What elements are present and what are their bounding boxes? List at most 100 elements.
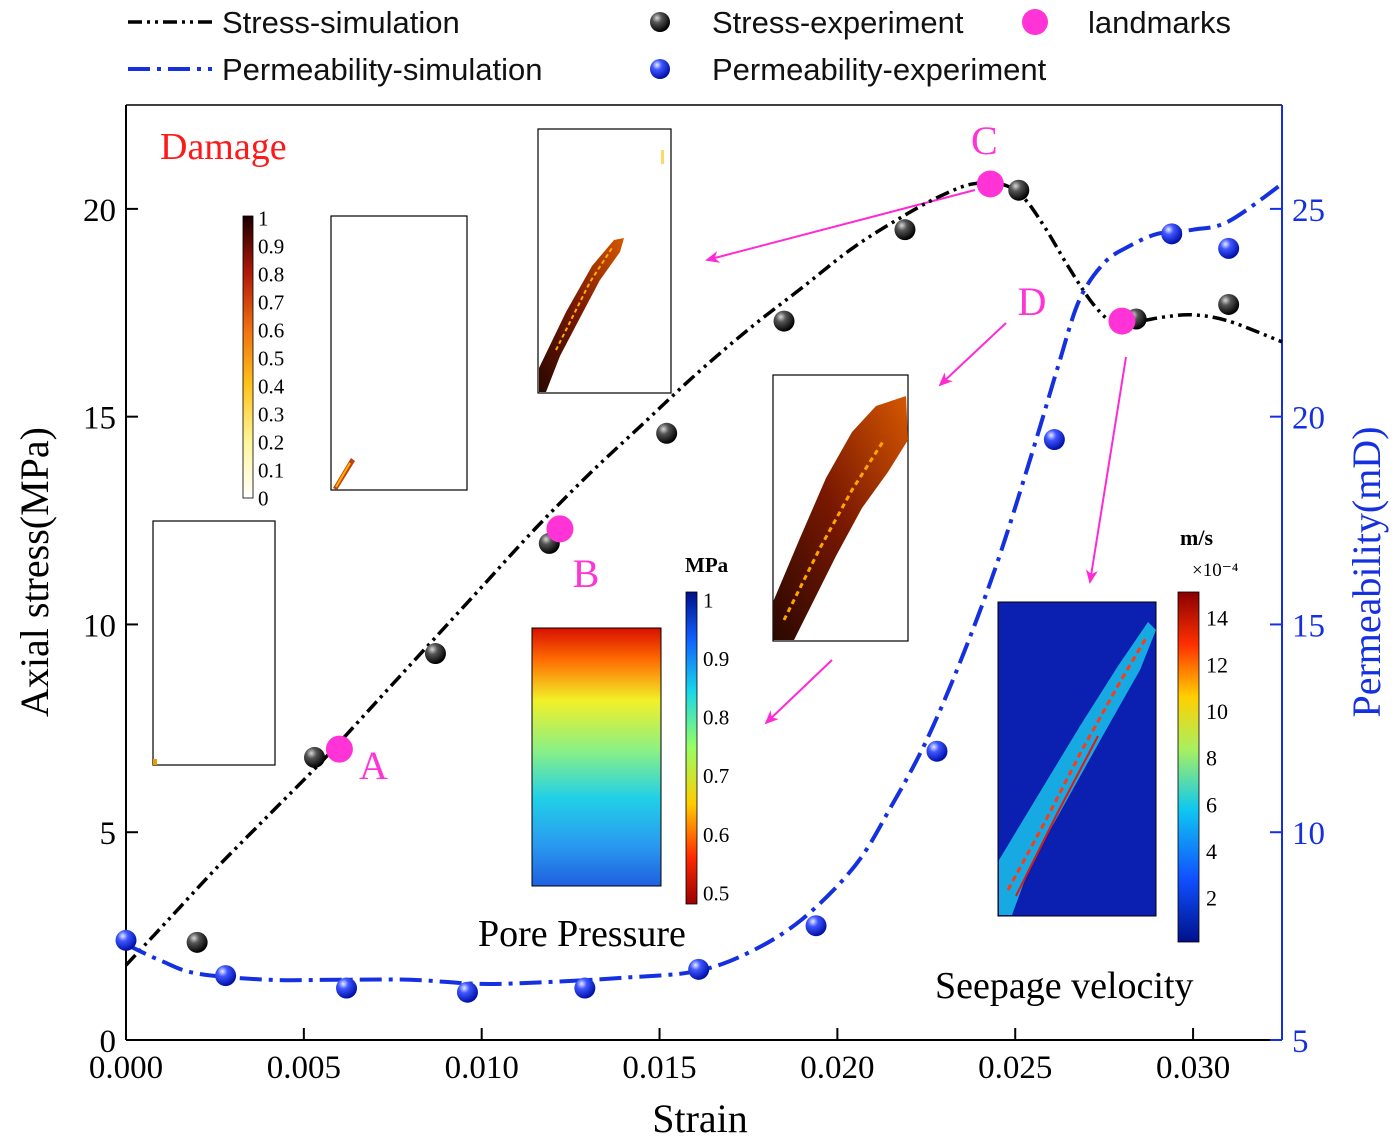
velocity-scale-label: 8: [1206, 746, 1217, 771]
velocity-scale-label: 6: [1206, 792, 1217, 817]
pressure-scale-label: 0.9: [703, 647, 729, 671]
damage-scale-label: 0.3: [258, 402, 284, 426]
x-tick-label: 0.020: [800, 1050, 874, 1086]
stress-experiment-point: [304, 746, 326, 768]
permeability-experiment-point: [926, 740, 948, 762]
y-tick-label: 5: [100, 816, 117, 852]
arrow-to-seepage: [1085, 356, 1127, 584]
legend-stress-exp-label: Stress-experiment: [712, 5, 964, 40]
permeability-experiment-point: [805, 915, 827, 937]
permeability-experiment-point: [574, 977, 596, 999]
damage-scale-label: 0: [258, 486, 269, 510]
legend-landmarks-label: landmarks: [1088, 5, 1231, 40]
permeability-experiment-point: [1161, 223, 1183, 245]
pressure-scale-label: 0.5: [703, 881, 729, 905]
inset-damage-d: [772, 374, 909, 642]
velocity-scale-label: 4: [1206, 839, 1217, 864]
landmark-point: [325, 735, 353, 763]
landmark-label: B: [573, 551, 600, 596]
landmark-point: [1108, 307, 1136, 335]
pressure-scale-label: 0.7: [703, 764, 729, 788]
x-tick-label: 0.030: [1156, 1050, 1230, 1086]
y2-axis-label: Permeability(mD): [1344, 426, 1389, 717]
arrow-d-to-inset: [938, 322, 1007, 387]
x-tick-label: 0.015: [622, 1050, 696, 1086]
damage-scale-label: 1: [258, 206, 269, 230]
seepage-velocity-inset: [997, 591, 1200, 943]
pore-pressure-title: Pore Pressure: [478, 913, 686, 955]
seepage-velocity-unit: m/s: [1180, 525, 1213, 550]
landmark-point: [546, 515, 574, 543]
y-axis-label: Axial stress(MPa): [12, 427, 57, 717]
legend-perm-sim-label: Permeability-simulation: [222, 52, 542, 87]
seepage-velocity-title: Seepage velocity: [935, 965, 1194, 1007]
damage-scale-labels: 1 0.9 0.8 0.7 0.6 0.5 0.4 0.3 0.2 0.1 0: [258, 206, 285, 510]
damage-scale-label: 0.6: [258, 318, 284, 342]
pore-pressure-scale-labels: 1 0.9 0.8 0.7 0.6 0.5: [703, 588, 729, 905]
damage-scale-label: 0.4: [258, 374, 285, 398]
permeability-simulation-line: [125, 182, 1284, 986]
permeability-experiment-point: [336, 977, 358, 999]
seepage-velocity-scale-labels: 14 12 10 8 6 4 2: [1206, 606, 1228, 911]
damage-title: Damage: [160, 126, 287, 168]
y2-tick-label: 25: [1292, 193, 1325, 229]
velocity-scale-label: 14: [1206, 606, 1228, 631]
velocity-scale-label: 2: [1206, 886, 1217, 911]
y2-tick-label: 15: [1292, 608, 1325, 644]
y-axis-ticks: 0 5 10 15 20: [83, 193, 138, 1060]
landmark-label: D: [1017, 279, 1046, 324]
stress-experiment-point: [773, 310, 795, 332]
y2-axis-ticks: 5 10 15 20 25: [1270, 193, 1325, 1060]
y-tick-label: 0: [100, 1024, 117, 1060]
permeability-experiment-point: [115, 929, 137, 951]
y-tick-label: 20: [83, 193, 116, 229]
landmark-point: [976, 170, 1004, 198]
seepage-velocity-exponent: ×10⁻⁴: [1192, 560, 1239, 581]
damage-scale-label: 0.8: [258, 262, 284, 286]
inset-damage-a: [152, 520, 276, 766]
legend-landmarks-marker: [1022, 9, 1048, 35]
damage-scale-label: 0.2: [258, 430, 284, 454]
arrow-c-to-inset: [705, 189, 976, 263]
permeability-experiment-point: [1043, 429, 1065, 451]
x-tick-label: 0.010: [445, 1050, 519, 1086]
y2-tick-label: 20: [1292, 401, 1325, 437]
pore-pressure-inset: [531, 591, 698, 905]
inset-damage-b: [330, 215, 468, 491]
y2-tick-label: 10: [1292, 816, 1325, 852]
stress-experiment-point: [656, 422, 678, 444]
x-tick-label: 0.025: [978, 1050, 1052, 1086]
y-tick-label: 15: [83, 401, 116, 437]
damage-scale-label: 0.7: [258, 290, 284, 314]
pressure-scale-label: 0.6: [703, 823, 729, 847]
x-axis-ticks: 0.000 0.005 0.010 0.015 0.020 0.025 0.030: [89, 1028, 1230, 1086]
permeability-experiment-point: [456, 981, 478, 1003]
y2-tick-label: 5: [1292, 1024, 1309, 1060]
damage-colorbar: [242, 215, 254, 499]
legend-perm-exp-label: Permeability-experiment: [712, 52, 1047, 87]
pressure-scale-label: 1: [703, 588, 714, 612]
stress-experiment-point: [1008, 179, 1030, 201]
legend-stress-exp-marker: [650, 12, 670, 32]
permeability-experiment-point: [215, 965, 237, 987]
legend-perm-exp-marker: [650, 59, 670, 79]
pressure-scale-label: 0.8: [703, 706, 729, 730]
stress-experiment-point: [894, 219, 916, 241]
legend-stress-sim-label: Stress-simulation: [222, 5, 460, 40]
stress-experiment-point: [424, 643, 446, 665]
series-points: A B C D: [115, 118, 1240, 1003]
damage-scale-label: 0.5: [258, 346, 284, 370]
damage-scale-label: 0.9: [258, 234, 284, 258]
permeability-experiment-point: [1218, 237, 1240, 259]
velocity-scale-label: 12: [1206, 652, 1228, 677]
landmark-label: C: [971, 118, 998, 163]
x-tick-label: 0.005: [267, 1050, 341, 1086]
y-tick-label: 10: [83, 608, 116, 644]
pore-pressure-unit: MPa: [685, 553, 729, 577]
stress-experiment-point: [1218, 293, 1240, 315]
velocity-scale-label: 10: [1206, 699, 1228, 724]
x-tick-label: 0.000: [89, 1050, 163, 1086]
legend: Stress-simulation Permeability-simulatio…: [128, 5, 1231, 87]
damage-scale-label: 0.1: [258, 458, 284, 482]
